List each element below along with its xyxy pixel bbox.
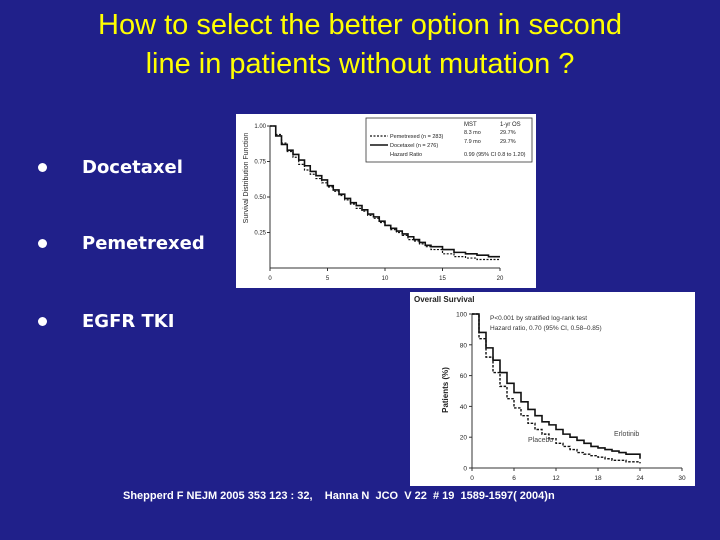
x-tick-label: 24 — [636, 475, 644, 482]
legend-label-hazard-ratio: Hazard Ratio — [390, 152, 422, 158]
citation: Shepperd F NEJM 2005 353 123 : 32, Hanna… — [123, 490, 555, 502]
annotation-pvalue: P<0.001 by stratified log-rank test — [490, 315, 587, 322]
bullet-dot — [38, 163, 47, 172]
km-chart-2: Overall Survival Patients (%) 1008060402… — [414, 295, 686, 482]
series-label-placebo: Placebo — [528, 437, 553, 444]
y-tick-label: 1.00 — [254, 124, 266, 130]
y-tick-label: 0.75 — [254, 160, 266, 166]
series-label-erlotinib: Erlotinib — [614, 431, 639, 438]
y-axis-label: Patients (%) — [441, 367, 450, 413]
legend-value-hazard-ratio: 0.99 (95% CI 0.8 to 1.20) — [464, 152, 526, 158]
x-tick-label: 5 — [326, 276, 330, 282]
y-axis-label: Survival Distribution Function — [243, 133, 250, 224]
legend-os-pemetrexed: 29.7% — [500, 130, 516, 136]
bullet-egfr-tki: EGFR TKI — [82, 311, 175, 332]
x-tick-label: 30 — [678, 475, 686, 482]
y-tick-label: 0 — [463, 466, 467, 473]
legend-label-pemetrexed: Pemetrexed (n = 283) — [390, 134, 444, 140]
y-tick-label: 0.25 — [254, 231, 266, 237]
y-tick-label: 0.50 — [254, 195, 266, 201]
legend-os-docetaxel: 29.7% — [500, 139, 516, 145]
y-tick-label: 60 — [460, 373, 468, 380]
y-tick-label: 20 — [460, 435, 468, 442]
x-tick-label: 0 — [470, 475, 474, 482]
series-placebo — [472, 313, 641, 464]
x-tick-label: 20 — [497, 276, 504, 282]
km-chart-1: Survival Distribution Function 1.00 0.75 0… — [243, 117, 533, 282]
km-plot-erlotinib-placebo: Overall Survival Patients (%) 100 80 60 40 2… — [410, 292, 695, 486]
x-tick-label: 0 — [268, 276, 272, 282]
y-tick-label: 100 — [456, 312, 467, 319]
bullet-dot — [38, 239, 47, 248]
annotation-hazard-ratio: Hazard ratio, 0.70 (95% CI, 0.58–0.85) — [490, 325, 602, 332]
bullet-docetaxel: Docetaxel — [82, 157, 183, 178]
x-tick-label: 6 — [512, 475, 516, 482]
slide-title: How to select the better option in secon… — [98, 9, 622, 80]
y-tick-label: 80 — [460, 342, 468, 349]
x-tick-label: 12 — [552, 475, 560, 482]
series-docetaxel — [270, 125, 500, 258]
bullet-pemetrexed: Pemetrexed — [82, 233, 205, 254]
legend-label-docetaxel: Docetaxel (n = 276) — [390, 143, 438, 149]
series-erlotinib — [472, 313, 641, 459]
y-tick-label: 40 — [460, 404, 468, 411]
x-tick-label: 15 — [439, 276, 446, 282]
bullet-dot — [38, 317, 47, 326]
chart-title: Overall Survival — [414, 295, 474, 304]
x-tick-label: 10 — [382, 276, 389, 282]
km-plot-pemetrexed-docetaxel: Survival Distribution Function 1.00 0.75 0… — [236, 114, 536, 288]
legend-header-os: 1-yr OS — [500, 122, 521, 128]
legend-header-mst: MST — [464, 122, 477, 128]
legend-mst-pemetrexed: 8.3 mo — [464, 130, 481, 136]
x-tick-label: 18 — [594, 475, 602, 482]
legend-box — [365, 117, 533, 163]
legend-mst-docetaxel: 7.9 mo — [464, 139, 481, 145]
